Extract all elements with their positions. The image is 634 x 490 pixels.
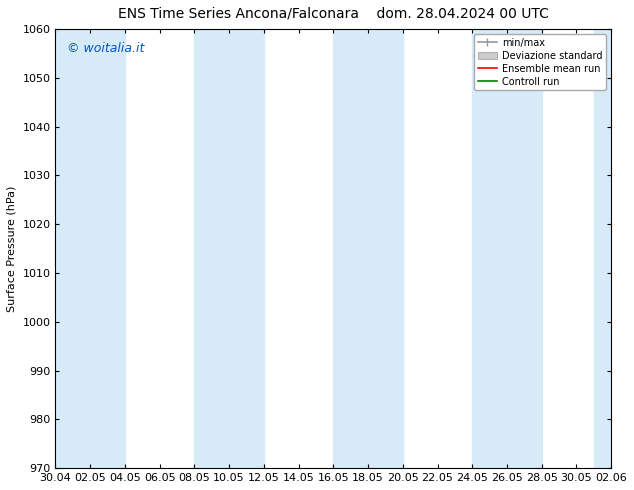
Legend: min/max, Deviazione standard, Ensemble mean run, Controll run: min/max, Deviazione standard, Ensemble m… bbox=[474, 34, 606, 91]
Bar bbox=[56, 29, 125, 468]
Bar bbox=[594, 29, 611, 468]
Bar bbox=[333, 29, 403, 468]
Bar bbox=[472, 29, 541, 468]
Title: ENS Time Series Ancona/Falconara    dom. 28.04.2024 00 UTC: ENS Time Series Ancona/Falconara dom. 28… bbox=[118, 7, 549, 21]
Bar bbox=[195, 29, 264, 468]
Text: © woitalia.it: © woitalia.it bbox=[67, 42, 144, 55]
Y-axis label: Surface Pressure (hPa): Surface Pressure (hPa) bbox=[7, 185, 17, 312]
